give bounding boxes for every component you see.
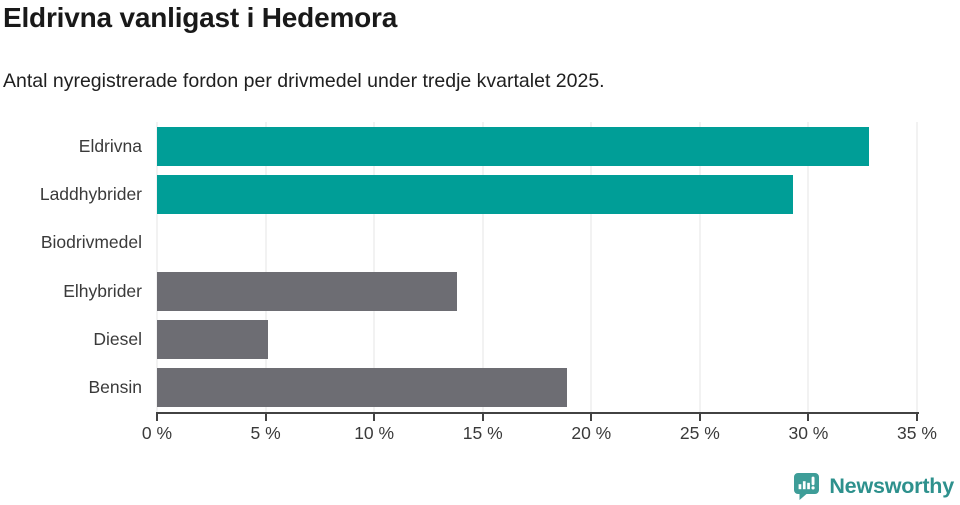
x-axis-tick-label: 20 %	[571, 423, 612, 443]
x-axis-tick-label: 35 %	[897, 423, 937, 443]
bar-row	[157, 267, 917, 315]
plot-area	[156, 122, 918, 412]
x-axis-tick-label: 10 %	[354, 423, 395, 443]
gridline	[590, 122, 592, 412]
bar-laddhybrider	[157, 174, 794, 214]
bar-bensin	[157, 368, 568, 408]
x-axis-line	[156, 412, 919, 414]
bar-row	[157, 315, 917, 363]
category-label: Eldrivna	[78, 135, 142, 156]
newsworthy-logo-text: Newsworthy	[829, 474, 954, 498]
x-axis-tick	[373, 414, 376, 421]
x-axis-tick-labels: 0 % 5 % 10 % 15 % 20 % 25 % 30 % 35 %	[142, 423, 937, 445]
chart-subtitle: Antal nyregistrerade fordon per drivmede…	[3, 70, 605, 92]
bar-diesel	[157, 319, 268, 359]
chart-title: Eldrivna vanligast i Hedemora	[3, 2, 398, 33]
bar-row	[157, 170, 917, 218]
x-axis-tick	[156, 414, 158, 421]
bar-rows	[157, 122, 917, 412]
x-axis-tick-label: 0 %	[141, 423, 173, 443]
x-axis-tick	[264, 414, 267, 421]
gridline	[373, 122, 375, 412]
bar-eldrivna	[157, 126, 870, 166]
category-label: Diesel	[93, 328, 142, 349]
bar-elhybrider	[157, 271, 457, 311]
x-axis-ticks	[156, 414, 918, 421]
gridline	[699, 122, 701, 412]
gridline	[482, 122, 484, 412]
x-axis-tick	[916, 414, 918, 421]
x-axis-tick-label: 25 %	[679, 423, 720, 443]
gridline	[807, 122, 809, 412]
category-label: Bensin	[88, 377, 142, 398]
bar-row	[157, 122, 917, 170]
x-axis-tick-label: 30 %	[788, 423, 829, 443]
category-label: Laddhybrider	[39, 183, 142, 204]
gridline	[156, 122, 158, 412]
bar-row	[157, 364, 917, 412]
x-axis-tick	[698, 414, 701, 421]
bar-row	[157, 219, 917, 267]
x-axis-tick-label: 15 %	[462, 423, 503, 443]
newsworthy-logo[interactable]: Newsworthy	[793, 472, 954, 501]
category-labels: Eldrivna Laddhybrider Biodrivmedel Elhybrid…	[0, 122, 142, 412]
category-label: Elhybrider	[63, 280, 142, 301]
x-axis-tick	[590, 414, 593, 421]
x-axis-tick	[481, 414, 484, 421]
gridline	[265, 122, 267, 412]
newsworthy-logo-icon	[794, 473, 820, 500]
x-axis-tick	[807, 414, 810, 421]
x-axis-tick-label: 5 %	[250, 423, 281, 443]
gridline	[916, 122, 918, 412]
category-label: Biodrivmedel	[40, 232, 142, 253]
